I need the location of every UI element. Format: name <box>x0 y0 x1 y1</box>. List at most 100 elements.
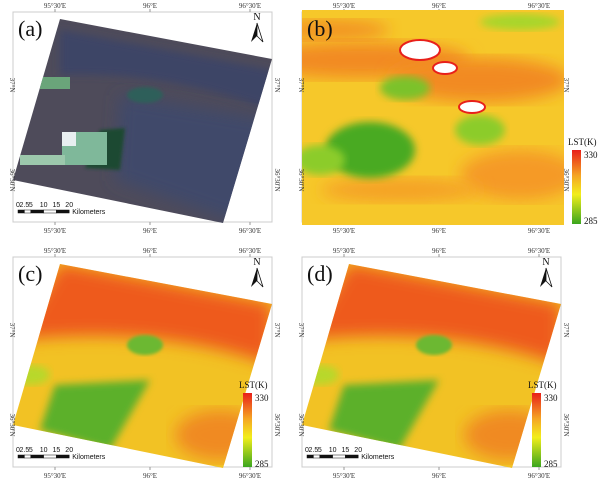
lon-tick-label: 95°30'E <box>44 227 66 235</box>
cool-area <box>380 76 430 100</box>
scale-bar-segment <box>24 454 32 459</box>
legend-max: 330 <box>584 150 598 160</box>
lon-tick-label: 96°E <box>143 472 157 480</box>
lat-tick-label: 36°30'N <box>8 168 16 191</box>
lon-tick-label: 95°30'E <box>44 2 66 10</box>
legend-min: 285 <box>255 459 269 469</box>
lat-tick-label: 36°30'N <box>8 413 16 436</box>
lon-tick-label: 96°E <box>432 2 446 10</box>
north-arrow-icon <box>256 22 264 43</box>
cool-area <box>302 365 339 385</box>
lat-tick-label: 37°N <box>297 323 305 338</box>
north-arrow-icon <box>256 267 264 288</box>
scale-tick-label: 15 <box>342 447 350 454</box>
lon-tick-label: 96°30'E <box>239 247 261 255</box>
scale-bar-segment <box>30 454 44 459</box>
lake <box>127 335 163 355</box>
lon-tick-label: 96°E <box>143 247 157 255</box>
legend-min: 285 <box>584 216 598 226</box>
lat-tick-label: 37°N <box>297 78 305 93</box>
map-image <box>302 264 561 468</box>
map-image <box>302 10 564 225</box>
salt-pans <box>20 155 65 165</box>
scale-bar-segment <box>43 209 57 214</box>
lat-tick-label: 37°N <box>562 323 570 338</box>
lat-tick-label: 36°30'N <box>273 168 281 191</box>
north-label: N <box>542 257 549 268</box>
lon-tick-label: 96°E <box>143 227 157 235</box>
legend-max: 330 <box>255 393 269 403</box>
scale-tick-label: 15 <box>53 447 61 454</box>
legend-colorbar <box>572 150 581 224</box>
lon-tick-label: 95°30'E <box>333 472 355 480</box>
panel-label: (d) <box>307 261 333 286</box>
lat-tick-label: 37°N <box>8 78 16 93</box>
lake <box>127 87 163 103</box>
lon-tick-label: 96°E <box>432 227 446 235</box>
scale-bar-segment <box>30 209 44 214</box>
scale-tick-label: 0 <box>16 447 20 454</box>
scale-tick-label: 0 <box>16 202 20 209</box>
scale-tick-label: 5 <box>29 447 33 454</box>
scale-tick-label: 20 <box>65 447 73 454</box>
warm-area <box>460 150 564 200</box>
cloud-mask <box>458 100 486 114</box>
lon-tick-label: 96°30'E <box>528 2 550 10</box>
panel-label: (c) <box>18 261 42 286</box>
scale-tick-label: 20 <box>354 447 362 454</box>
legend-title: LST(K) <box>568 137 597 147</box>
north-arrow-icon <box>251 23 257 42</box>
cool-area <box>302 145 345 175</box>
north-arrow-icon <box>251 268 257 287</box>
panel-b: (b)95°30'E95°30'E96°E96°E96°30'E96°30'E3… <box>297 2 598 235</box>
scale-bar-segment <box>332 454 346 459</box>
scale-bar-segment <box>17 209 25 214</box>
cool-area <box>329 380 439 450</box>
north-arrow-icon <box>540 268 546 287</box>
lat-tick-label: 36°30'N <box>297 413 305 436</box>
scale-bar-segment <box>43 454 57 459</box>
scale-unit: Kilometers <box>72 454 106 461</box>
scale-bar-segment <box>319 454 333 459</box>
salt-pans <box>40 77 70 89</box>
scale-tick-label: 20 <box>65 202 73 209</box>
cloud-mask <box>432 61 458 75</box>
lon-tick-label: 96°30'E <box>239 472 261 480</box>
cool-area <box>455 115 505 145</box>
panel-label: (b) <box>307 16 333 41</box>
lat-tick-label: 36°30'N <box>273 413 281 436</box>
panel-a: (a)95°30'E95°30'E96°E96°E96°30'E96°30'E3… <box>8 2 281 235</box>
warm-area <box>302 20 390 40</box>
warm-area <box>15 264 272 365</box>
lon-tick-label: 96°30'E <box>528 472 550 480</box>
scale-tick-label: 10 <box>40 202 48 209</box>
legend-title: LST(K) <box>528 380 557 390</box>
scale-bar-segment <box>17 454 25 459</box>
scale-tick-label: 2.5 <box>20 447 30 454</box>
scale-tick-label: 15 <box>53 202 61 209</box>
lon-tick-label: 95°30'E <box>44 472 66 480</box>
cool-area <box>325 122 415 178</box>
lon-tick-label: 96°E <box>432 472 446 480</box>
scale-bar-segment <box>313 454 321 459</box>
scale-unit: Kilometers <box>361 454 395 461</box>
panel-label: (a) <box>18 16 42 41</box>
lon-tick-label: 95°30'E <box>333 227 355 235</box>
scale-tick-label: 10 <box>329 447 337 454</box>
lon-tick-label: 96°30'E <box>528 247 550 255</box>
lon-tick-label: 95°30'E <box>333 247 355 255</box>
lat-tick-label: 37°N <box>273 78 281 93</box>
scale-unit: Kilometers <box>72 209 106 216</box>
lon-tick-label: 95°30'E <box>44 247 66 255</box>
scale-tick-label: 5 <box>29 202 33 209</box>
north-label: N <box>253 257 260 268</box>
legend-min: 285 <box>544 459 558 469</box>
lake <box>416 335 452 355</box>
north-arrow-icon <box>545 267 553 288</box>
scale-bar-segment <box>56 454 70 459</box>
scale-tick-label: 10 <box>40 447 48 454</box>
cool-area <box>40 380 150 450</box>
map-frame <box>301 256 562 468</box>
lat-tick-label: 37°N <box>562 78 570 93</box>
